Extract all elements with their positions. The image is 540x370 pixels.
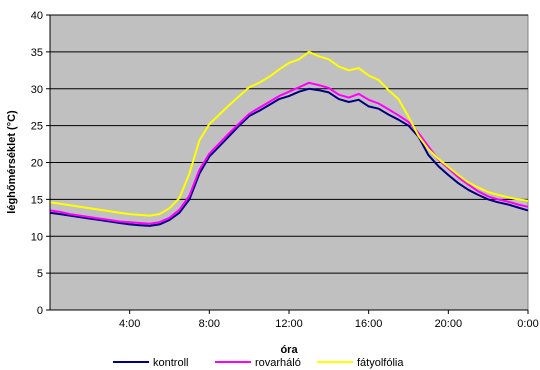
- series-lines: [49, 50, 529, 227]
- y-axis-title: léghőmérséklet (°C): [6, 110, 18, 214]
- series-line-1: [49, 87, 529, 227]
- y-tick-label: 40: [31, 10, 43, 22]
- series-line-2: [49, 81, 529, 225]
- x-tick-label: 8:00: [199, 318, 220, 330]
- y-tick-label: 5: [37, 268, 43, 280]
- legend-label: rovarháló: [255, 357, 301, 369]
- x-tick-label: 0:00: [517, 318, 538, 330]
- y-tick-label: 30: [31, 84, 43, 96]
- gridlines: [50, 14, 528, 274]
- y-tick-label: 10: [31, 231, 43, 243]
- legend-label: fátyolfólia: [357, 357, 404, 369]
- legend-label: kontroll: [153, 357, 188, 369]
- y-tick-label: 20: [31, 158, 43, 170]
- x-tick-label: 12:00: [275, 318, 303, 330]
- series-line-3: [49, 50, 529, 217]
- x-tick-label: 20:00: [435, 318, 463, 330]
- x-tick-label: 4:00: [119, 318, 140, 330]
- y-axis-ticks: 0 5 10 15 20 25 30 35 40: [31, 10, 50, 317]
- x-axis-title: óra: [280, 344, 298, 356]
- y-tick-label: 35: [31, 47, 43, 59]
- x-tick-label: 16:00: [355, 318, 383, 330]
- y-tick-label: 25: [31, 121, 43, 133]
- legend: kontroll rovarháló fátyolfólia: [113, 357, 404, 369]
- x-axis-ticks: 4:00 8:00 12:00 16:00 20:00 0:00: [119, 310, 539, 330]
- y-tick-label: 0: [37, 305, 43, 317]
- y-tick-label: 15: [31, 194, 43, 206]
